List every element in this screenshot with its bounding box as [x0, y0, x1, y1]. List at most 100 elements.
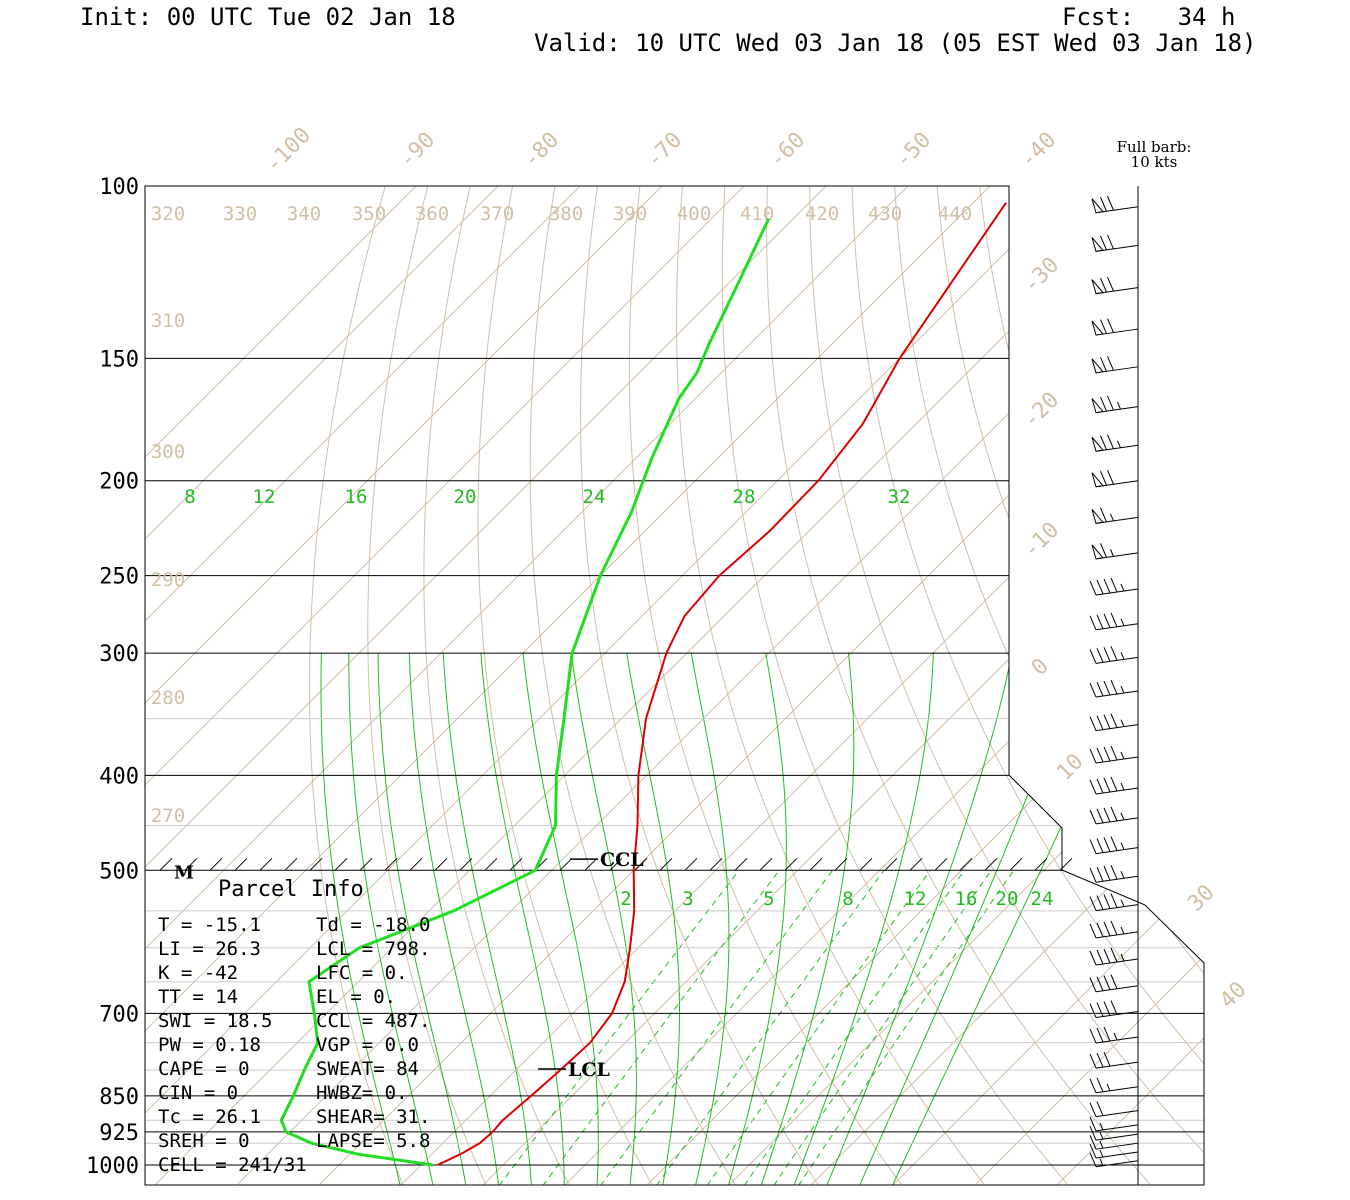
hatch-mark [434, 857, 448, 871]
barb-full [1096, 922, 1104, 938]
mixing-ratio-label: 24 [1031, 888, 1054, 910]
barb-full [1103, 1026, 1111, 1042]
barb-half [1120, 751, 1125, 760]
parcel-row-right: SWEAT= 84 [316, 1058, 419, 1080]
wind-barb [1091, 234, 1139, 252]
pressure-tick-label: 700 [99, 1002, 139, 1027]
dry-adiabat-line [766, 186, 1152, 1185]
barb-full [1089, 615, 1097, 630]
dry-adiabat-label: 330 [223, 203, 257, 225]
dry-adiabat-label: 380 [549, 203, 583, 225]
barb-full [1096, 778, 1104, 794]
pressure-tick-label: 300 [99, 642, 139, 667]
mixing-ratio-label: 20 [996, 888, 1019, 910]
hatch-mark [784, 857, 798, 871]
wind-barb [1091, 507, 1139, 524]
dry-adiabat-label: 400 [677, 203, 711, 225]
wind-barb [1089, 947, 1139, 966]
isotherm-line [145, 186, 1118, 1185]
parcel-row-left: SREH = 0 [158, 1130, 250, 1152]
pressure-tick-label: 400 [99, 764, 139, 789]
parcel-row-left: CAPE = 0 [158, 1058, 250, 1080]
barb-half [1117, 401, 1121, 410]
wind-barb [1089, 1134, 1139, 1150]
moist-adiabat-label: 24 [583, 486, 606, 508]
wind-barb [1089, 1077, 1139, 1094]
isotherm-line [563, 186, 1204, 1185]
isotherm-line [145, 186, 544, 1185]
barb-pennant [1091, 544, 1104, 560]
barb-pennant [1091, 279, 1104, 295]
wind-barb [1089, 1116, 1139, 1132]
pressure-tick-label: 250 [99, 565, 139, 590]
dry-adiabat-label: 320 [151, 203, 185, 225]
barb-pennant [1091, 198, 1104, 214]
barb-half [1099, 1158, 1104, 1166]
barb-half [1120, 842, 1125, 850]
init-time: Init: 00 UTC Tue 02 Jan 18 [80, 3, 456, 31]
wind-barb [1091, 470, 1139, 488]
isotherm-label: -20 [1019, 388, 1065, 434]
isotherm-line [809, 186, 1204, 1185]
barb-full [1096, 1002, 1104, 1017]
isotherm-line [317, 186, 1204, 1185]
barb-full [1110, 974, 1118, 989]
barb-half [1120, 953, 1125, 962]
parcel-row-right: EL = 0. [316, 986, 396, 1008]
barb-full [1096, 681, 1104, 697]
hatch-mark [909, 857, 923, 871]
moist-adiabat-line [570, 653, 637, 1185]
barb-full [1110, 745, 1118, 761]
barb-half [1110, 513, 1114, 522]
dry-adiabat-line [892, 186, 1204, 1185]
isotherm-line [145, 186, 626, 1185]
moist-adiabat-line [727, 653, 787, 1185]
barb-full [1103, 680, 1111, 696]
wind-barb [1089, 1026, 1139, 1044]
barb-full [1096, 1052, 1104, 1068]
wind-barb [1089, 745, 1139, 764]
wind-barb [1089, 1152, 1139, 1168]
moist-adiabat-line [626, 653, 680, 1185]
barb-full [1096, 579, 1104, 595]
barb-half [1106, 1083, 1111, 1091]
barb-full [1089, 950, 1097, 966]
barb-full [1103, 1001, 1111, 1016]
barb-full [1110, 577, 1118, 593]
hatch-mark [834, 857, 848, 871]
barb-full [1089, 839, 1097, 854]
isotherm-line [481, 186, 1204, 1185]
barb-half [1113, 1032, 1118, 1041]
mixing-ratio-label: 3 [682, 888, 693, 910]
moist-adiabat-label: 16 [345, 486, 368, 508]
barb-half [1099, 1149, 1104, 1158]
dry-adiabat-line [851, 186, 1204, 1185]
parcel-row-right: SHEAR= 31. [316, 1106, 430, 1128]
hatch-mark [284, 857, 298, 871]
isotherm-line [399, 186, 1204, 1185]
hatch-mark [1059, 857, 1073, 871]
dry-adiabat-line [529, 186, 737, 1185]
barb-full [1089, 977, 1097, 992]
parcel-row-right: LCL = 798. [316, 938, 430, 960]
wind-barb [1089, 1000, 1139, 1019]
dry-adiabat-label: 300 [151, 441, 185, 463]
hatch-mark [634, 857, 648, 871]
barb-full [1089, 1028, 1097, 1044]
dry-adiabat-line [1222, 141, 1350, 1186]
mixing-ratio-label: 8 [842, 888, 853, 910]
mixing-ratio-line [743, 870, 965, 1185]
hatch-mark [259, 857, 273, 871]
hatch-mark [409, 857, 423, 871]
dry-adiabat-label: 370 [480, 203, 514, 225]
hatch-mark [759, 857, 773, 871]
barb-full [1100, 197, 1107, 212]
mixing-ratio-line [542, 869, 780, 1185]
parcel-row-left: Tc = 26.1 [158, 1106, 261, 1128]
isotherm-line [891, 186, 1204, 1185]
hatch-mark [884, 857, 898, 871]
barb-full [1107, 318, 1114, 333]
hatch-mark [159, 857, 173, 871]
level-annotations: CCL LCL M [174, 849, 644, 1081]
